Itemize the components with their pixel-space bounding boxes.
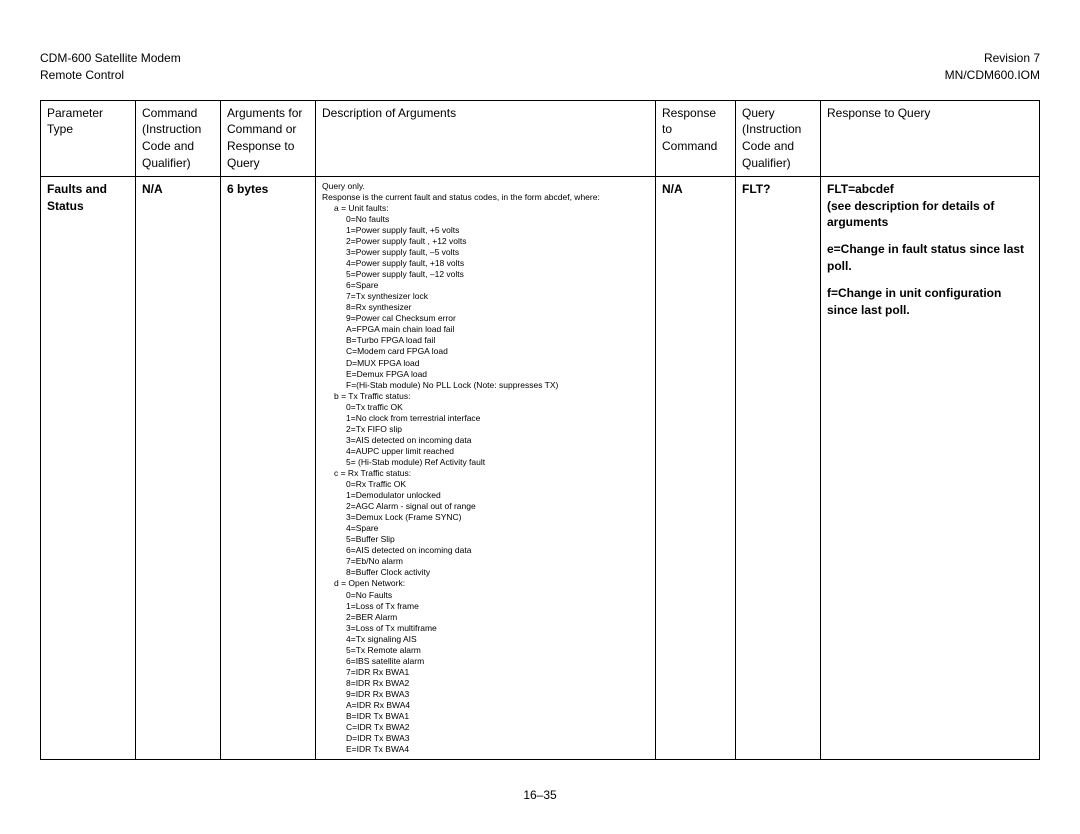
cell-rtq: FLT=abcdef(see description for details o… xyxy=(821,176,1040,759)
th-desc: Description of Arguments xyxy=(316,100,656,176)
page-number: 16–35 xyxy=(0,788,1080,802)
command-table: Parameter Type Command (Instruction Code… xyxy=(40,100,1040,761)
cell-resp: N/A xyxy=(656,176,736,759)
th-param: Parameter Type xyxy=(41,100,136,176)
header-right: Revision 7 MN/CDM600.IOM xyxy=(945,50,1040,84)
rtq-line4: f=Change in unit configuration since las… xyxy=(827,285,1033,319)
doc-id: MN/CDM600.IOM xyxy=(945,67,1040,84)
cell-desc: Query only.Response is the current fault… xyxy=(316,176,656,759)
doc-revision: Revision 7 xyxy=(945,50,1040,67)
th-cmd: Command (Instruction Code and Qualifier) xyxy=(136,100,221,176)
desc-content: Query only.Response is the current fault… xyxy=(322,181,649,755)
table-header-row: Parameter Type Command (Instruction Code… xyxy=(41,100,1040,176)
cell-args: 6 bytes xyxy=(221,176,316,759)
cell-param: Faults and Status xyxy=(41,176,136,759)
cell-cmd: N/A xyxy=(136,176,221,759)
doc-subtitle: Remote Control xyxy=(40,67,181,84)
cell-query: FLT? xyxy=(736,176,821,759)
th-resp: Response to Command xyxy=(656,100,736,176)
header-left: CDM-600 Satellite Modem Remote Control xyxy=(40,50,181,84)
page-header: CDM-600 Satellite Modem Remote Control R… xyxy=(40,50,1040,84)
th-query: Query (Instruction Code and Qualifier) xyxy=(736,100,821,176)
table-row: Faults and Status N/A 6 bytes Query only… xyxy=(41,176,1040,759)
rtq-line3: e=Change in fault status since last poll… xyxy=(827,241,1033,275)
doc-title: CDM-600 Satellite Modem xyxy=(40,50,181,67)
th-rtq: Response to Query xyxy=(821,100,1040,176)
rtq-line1: FLT=abcdef(see description for details o… xyxy=(827,181,1033,231)
th-args: Arguments for Command or Response to Que… xyxy=(221,100,316,176)
